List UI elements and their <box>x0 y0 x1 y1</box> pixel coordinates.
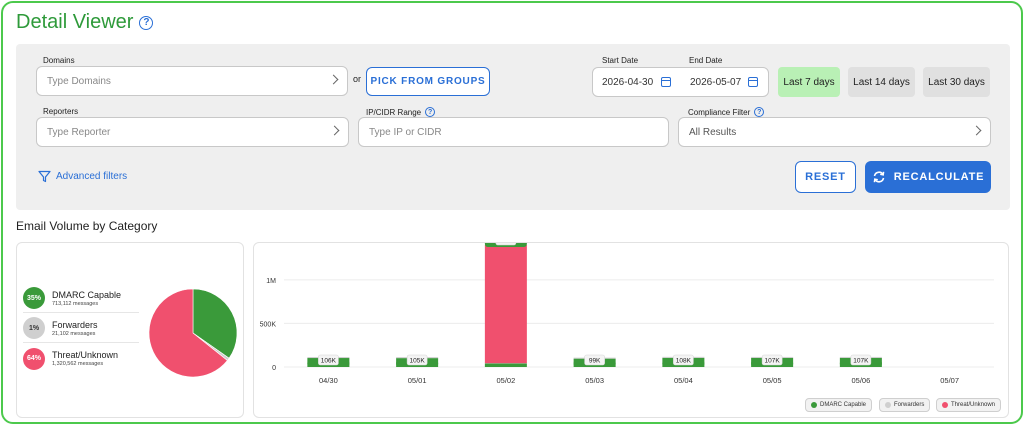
legend-label: Forwarders <box>894 402 925 408</box>
filter-icon <box>38 170 51 183</box>
legend-chip-forwarders[interactable]: Forwarders <box>879 398 931 412</box>
calendar-icon[interactable] <box>661 77 671 87</box>
legend-chip-threat[interactable]: Threat/Unknown <box>936 398 1002 412</box>
data-label: 107K <box>853 357 869 364</box>
bar-segment-threat-unknown[interactable] <box>484 245 527 364</box>
legend-dot <box>811 402 817 408</box>
pie-slice-dmarc-capable[interactable] <box>192 288 238 359</box>
compliance-label-group: Compliance Filter ? <box>688 107 765 117</box>
reporters-label: Reporters <box>43 107 79 116</box>
pie-slice-threat-unknown[interactable] <box>148 288 228 378</box>
x-tick-label: 04/30 <box>319 376 338 385</box>
data-label: 108K <box>676 357 692 364</box>
date-range-picker[interactable]: 2026-04-30 2026-05-07 <box>592 67 769 97</box>
data-label-box <box>673 354 694 366</box>
reset-button[interactable]: RESET <box>795 161 856 193</box>
start-date-value[interactable]: 2026-04-30 <box>602 77 654 88</box>
bar-chart: 0 500K 1M 106K 04/30 105K 05/01 1.4M 05/02 99K 05/… <box>260 243 994 385</box>
page-title: Detail Viewer ? <box>16 11 154 34</box>
reporters-input[interactable] <box>36 117 349 147</box>
legend-chip-dmarc[interactable]: DMARC Capable <box>805 398 873 412</box>
summary-row-threat: 64% Threat/Unknown 1,320,562 messages <box>23 344 139 373</box>
refresh-icon <box>873 171 885 183</box>
percent-badge: 64% <box>23 347 45 370</box>
legend-dot <box>885 402 891 408</box>
help-icon[interactable]: ? <box>139 15 154 30</box>
data-label: 105K <box>410 357 426 364</box>
reporters-text-input[interactable] <box>47 126 303 138</box>
domains-input[interactable] <box>36 66 348 96</box>
category-name: Threat/Unknown <box>52 350 119 360</box>
calendar-icon[interactable] <box>748 77 758 87</box>
pick-from-groups-button[interactable]: PICK FROM GROUPS <box>366 67 490 96</box>
range-last-14-days-button[interactable]: Last 14 days <box>848 67 915 97</box>
x-tick-label: 05/05 <box>763 376 782 385</box>
y-tick-label: 500K <box>260 321 277 328</box>
range-last-7-days-button[interactable]: Last 7 days <box>778 67 840 97</box>
compliance-filter-select[interactable]: All Results <box>678 117 991 147</box>
summary-card: 35% DMARC Capable 713,112 messages 1% For… <box>16 242 244 418</box>
help-icon[interactable]: ? <box>425 107 436 117</box>
chevron-right-icon <box>971 125 982 136</box>
filter-panel: Domains or PICK FROM GROUPS Start Date E… <box>16 44 1010 210</box>
legend-dot <box>942 402 948 408</box>
chevron-right-icon <box>329 125 340 136</box>
chevron-right-icon <box>328 74 339 85</box>
data-label-box <box>318 354 339 366</box>
domains-text-input[interactable] <box>47 75 302 87</box>
ip-cidr-input[interactable] <box>358 117 669 147</box>
ip-cidr-text-input[interactable] <box>369 126 624 138</box>
recalculate-label[interactable]: RECALCULATE <box>893 171 985 183</box>
percent-badge: 35% <box>23 287 45 309</box>
data-label-box <box>850 354 872 366</box>
category-name: Forwarders <box>52 319 98 330</box>
bar-segment-dmarc-capable[interactable] <box>484 363 527 367</box>
recalculate-button[interactable]: RECALCULATE <box>865 161 991 193</box>
domains-label: Domains <box>43 56 75 65</box>
or-text: or <box>353 74 362 84</box>
help-icon[interactable]: ? <box>754 107 765 117</box>
message-count: 713,112 messages <box>52 300 99 307</box>
compliance-filter-value: All Results <box>689 126 737 138</box>
ip-range-label-group: IP/CIDR Range ? <box>366 107 436 117</box>
x-tick-label: 05/01 <box>408 376 427 385</box>
range-last-30-days-button[interactable]: Last 30 days <box>923 67 990 97</box>
bar-chart-card: 0 500K 1M 106K 04/30 105K 05/01 1.4M 05/02 99K 05/… <box>253 242 1009 418</box>
data-label-box <box>406 354 428 366</box>
data-label-box <box>761 354 783 366</box>
legend-label: DMARC Capable <box>820 402 867 408</box>
x-tick-label: 05/06 <box>851 376 870 385</box>
x-tick-label: 05/07 <box>940 376 959 385</box>
page-title-text: Detail Viewer <box>16 11 134 33</box>
compliance-label: Compliance Filter <box>688 107 751 117</box>
pie-chart <box>148 288 238 378</box>
message-count: 21,102 messages <box>52 330 96 337</box>
y-tick-label: 0 <box>272 365 276 372</box>
summary-row-dmarc: 35% DMARC Capable 713,112 messages <box>23 284 139 313</box>
legend-label: Threat/Unknown <box>951 402 996 408</box>
percent-badge: 1% <box>23 317 45 339</box>
y-tick-label: 1M <box>266 278 276 285</box>
end-date-label: End Date <box>689 56 723 65</box>
data-label: 106K <box>321 357 337 364</box>
x-tick-label: 05/02 <box>496 376 515 385</box>
data-label: 1.4M <box>499 243 513 244</box>
advanced-filters-link[interactable]: Advanced filters <box>38 170 127 183</box>
start-date-label: Start Date <box>602 56 639 65</box>
message-count: 1,320,562 messages <box>52 361 104 367</box>
category-name: DMARC Capable <box>52 289 122 300</box>
summary-row-forwarders: 1% Forwarders 21,102 messages <box>23 314 139 343</box>
data-label: 99K <box>589 357 601 364</box>
x-tick-label: 05/03 <box>585 376 604 385</box>
data-label-box <box>495 243 517 246</box>
end-date-value[interactable]: 2026-05-07 <box>690 77 742 88</box>
data-label-box <box>584 354 605 366</box>
section-title: Email Volume by Category <box>16 219 158 233</box>
advanced-filters-label[interactable]: Advanced filters <box>56 171 128 182</box>
x-tick-label: 05/04 <box>674 376 693 385</box>
data-label: 107K <box>765 357 781 364</box>
ip-range-label: IP/CIDR Range <box>366 107 422 117</box>
